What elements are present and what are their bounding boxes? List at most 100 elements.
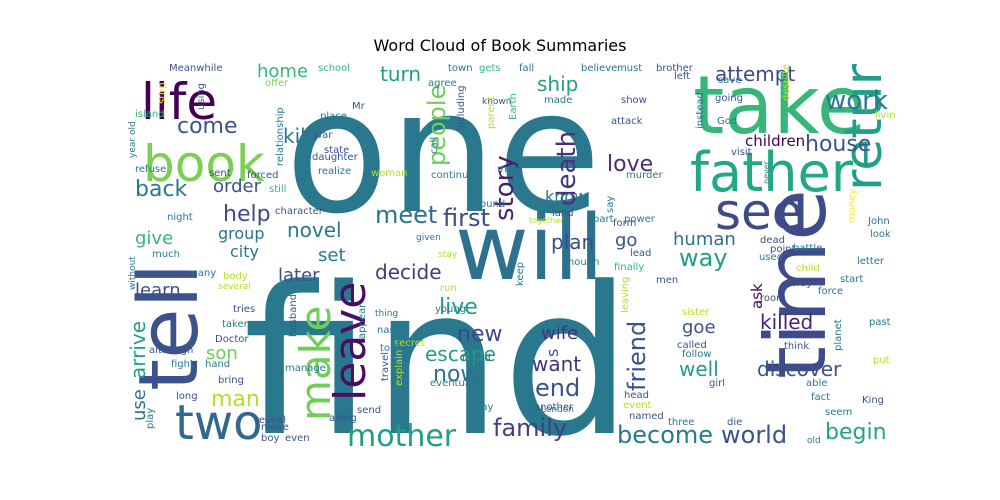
- word-wife: wife: [541, 323, 578, 344]
- word-well: well: [679, 357, 719, 381]
- word-much: much: [152, 249, 180, 260]
- word-first: first: [443, 204, 490, 232]
- word-daughter: daughter: [312, 152, 359, 163]
- word-family: family: [493, 414, 567, 442]
- word-stop: stop: [157, 82, 168, 104]
- word-live: live: [439, 295, 478, 320]
- word-end: end: [535, 374, 580, 402]
- word-explain: explain: [394, 350, 405, 386]
- word-goe: goe: [682, 317, 716, 338]
- word-go: go: [615, 230, 637, 251]
- word-cloud-area: find one will take time tell father book return l…: [125, 61, 895, 447]
- word-back: back: [135, 177, 188, 202]
- word-begin: begin: [825, 420, 887, 445]
- word-way: way: [679, 244, 728, 272]
- word-reveal: reveal: [255, 415, 286, 426]
- word-king: King: [862, 395, 884, 406]
- word-year-old: year old: [128, 121, 138, 158]
- word-people: people: [423, 85, 451, 166]
- word-brother: brother: [656, 63, 694, 74]
- word-keep: keep: [515, 262, 526, 286]
- word-believe: believe: [581, 63, 617, 74]
- word-tell: tell: [125, 263, 217, 391]
- word-land: land: [552, 208, 574, 219]
- word-visit: visit: [731, 147, 752, 158]
- word-mother: mother: [347, 419, 457, 447]
- word-ask: ask: [748, 283, 766, 309]
- word-follow: follow: [682, 349, 712, 360]
- word-story: story: [490, 155, 520, 221]
- word-bring: bring: [218, 375, 244, 386]
- word-learn: learn: [135, 280, 181, 301]
- word-told: told: [380, 343, 399, 354]
- word-show: show: [621, 95, 647, 106]
- word-death: death: [552, 131, 582, 206]
- word-woman: woman: [371, 168, 408, 179]
- word-going: going: [715, 93, 743, 104]
- word-using: using: [196, 83, 207, 110]
- word-manage: manage: [285, 363, 326, 374]
- word-including: including: [456, 85, 467, 131]
- word-husband: husband: [288, 294, 299, 337]
- word-instead: instead: [695, 92, 706, 129]
- word-meet: meet: [375, 201, 437, 229]
- word-past: past: [869, 317, 891, 328]
- word-although: although: [149, 345, 193, 356]
- word-though: though: [564, 257, 599, 268]
- word-even: even: [285, 433, 310, 444]
- word-place: place: [320, 111, 347, 122]
- word-form: form: [613, 218, 636, 229]
- word-will: will: [455, 196, 604, 301]
- word-island: island: [135, 109, 165, 120]
- word-made: made: [544, 95, 572, 106]
- word-now: now: [433, 362, 478, 387]
- word-secret: secret: [394, 338, 425, 349]
- word-another: another: [534, 402, 574, 413]
- word-arrive: arrive: [126, 321, 150, 379]
- word-boy: boy: [261, 433, 279, 444]
- word-ship: ship: [537, 72, 578, 96]
- word-give: give: [135, 228, 173, 249]
- word-father: father: [690, 141, 854, 204]
- word-day: day: [475, 402, 493, 413]
- word-war: war: [314, 130, 333, 141]
- word-taken: taken: [222, 319, 250, 330]
- word-name: name: [377, 325, 405, 336]
- word-become: become: [617, 421, 713, 447]
- word-novel: novel: [287, 218, 342, 242]
- word-named: named: [629, 411, 664, 422]
- word-given: given: [416, 233, 441, 243]
- word-london: London: [541, 405, 574, 415]
- word-put: put: [873, 355, 890, 366]
- word-money: money: [847, 189, 858, 223]
- word-left: left: [674, 71, 690, 82]
- word-point: point: [770, 244, 796, 255]
- word-leave: leave: [325, 282, 376, 401]
- word-think: think: [784, 341, 809, 352]
- word-force: force: [818, 286, 843, 297]
- word-together: together: [529, 216, 564, 225]
- word-body: body: [223, 271, 248, 282]
- word-fight: fight: [171, 359, 194, 370]
- word-murder: murder: [626, 170, 664, 181]
- word-despite: despite: [781, 64, 792, 101]
- word-state: state: [324, 145, 349, 156]
- word-doctor: Doctor: [215, 334, 249, 345]
- word-part: part: [593, 214, 614, 225]
- word-son: son: [206, 343, 238, 364]
- word-battle: battle: [793, 243, 822, 254]
- word-thing: thing: [375, 309, 398, 319]
- word-night: night: [167, 212, 193, 223]
- word-letter: letter: [857, 256, 885, 267]
- word-dead: dead: [760, 235, 785, 246]
- word-hand: hand: [205, 359, 230, 370]
- word-order: order: [213, 176, 262, 197]
- word-appear: appear: [357, 303, 368, 339]
- word-one: one: [285, 61, 601, 252]
- word-plan: plan: [551, 230, 594, 254]
- word-book: book: [143, 135, 265, 193]
- word-school: school: [318, 63, 350, 74]
- word-say: say: [605, 196, 616, 213]
